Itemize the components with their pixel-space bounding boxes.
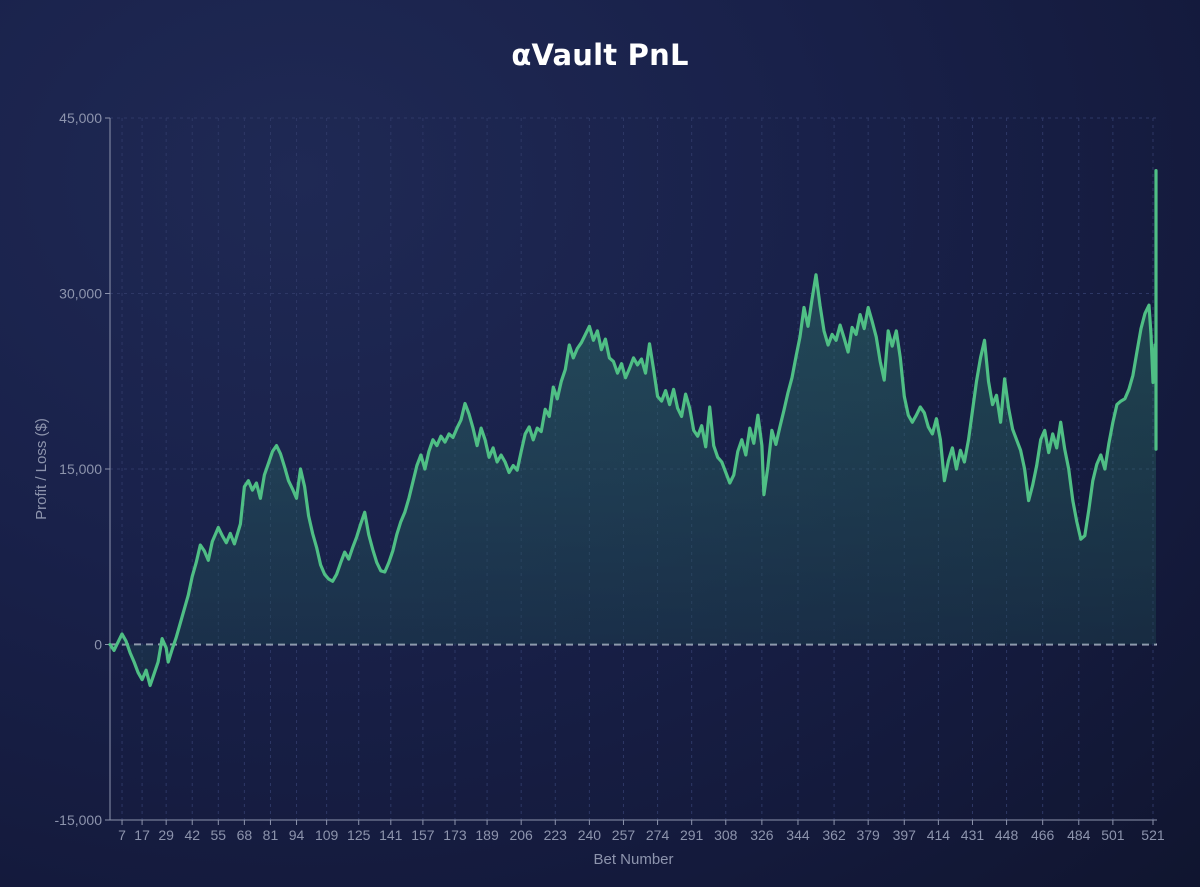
plot-area bbox=[108, 169, 1158, 688]
y-tick-label: 45,000 bbox=[59, 110, 102, 126]
x-tick-label: 448 bbox=[995, 827, 1019, 843]
y-tick-label: 0 bbox=[94, 637, 102, 653]
series-area-fill bbox=[110, 170, 1156, 686]
x-tick-label: 55 bbox=[211, 827, 227, 843]
x-tick-label: 431 bbox=[961, 827, 985, 843]
x-tick-label: 521 bbox=[1141, 827, 1165, 843]
x-tick-label: 257 bbox=[612, 827, 636, 843]
x-tick-label: 29 bbox=[158, 827, 174, 843]
x-tick-label: 223 bbox=[544, 827, 568, 843]
x-tick-label: 501 bbox=[1101, 827, 1125, 843]
x-tick-label: 141 bbox=[379, 827, 403, 843]
x-tick-label: 344 bbox=[786, 827, 810, 843]
x-tick-label: 94 bbox=[289, 827, 305, 843]
y-tick-label: 30,000 bbox=[59, 286, 102, 302]
x-tick-label: 125 bbox=[347, 827, 371, 843]
x-tick-label: 81 bbox=[263, 827, 279, 843]
x-tick-label: 109 bbox=[315, 827, 339, 843]
x-tick-label: 157 bbox=[411, 827, 435, 843]
x-tick-label: 173 bbox=[443, 827, 467, 843]
x-tick-label: 379 bbox=[856, 827, 880, 843]
y-tick-label: 15,000 bbox=[59, 461, 102, 477]
axes bbox=[105, 117, 1157, 825]
x-tick-label: 189 bbox=[475, 827, 499, 843]
x-tick-label: 326 bbox=[750, 827, 774, 843]
y-axis-title: Profit / Loss ($) bbox=[33, 418, 50, 520]
x-tick-label: 362 bbox=[822, 827, 846, 843]
x-tick-label: 274 bbox=[646, 827, 670, 843]
x-tick-label: 397 bbox=[893, 827, 917, 843]
y-tick-label: -15,000 bbox=[55, 812, 103, 828]
x-tick-label: 42 bbox=[184, 827, 200, 843]
x-tick-label: 68 bbox=[237, 827, 253, 843]
series-line bbox=[108, 169, 1158, 688]
x-tick-label: 206 bbox=[509, 827, 533, 843]
x-tick-label: 308 bbox=[714, 827, 738, 843]
x-tick-label: 414 bbox=[927, 827, 951, 843]
x-axis-title: Bet Number bbox=[593, 851, 673, 868]
x-tick-label: 291 bbox=[680, 827, 704, 843]
x-tick-label: 240 bbox=[578, 827, 602, 843]
axis-labels: 7 17 29 42 55 68 81 94 109 125 141 157 173 189 206 223 2… bbox=[33, 110, 1165, 868]
x-tick-label: 466 bbox=[1031, 827, 1055, 843]
x-tick-label: 17 bbox=[134, 827, 150, 843]
x-tick-label: 484 bbox=[1067, 827, 1091, 843]
chart-title: αVault PnL bbox=[511, 38, 689, 72]
x-tick-label: 7 bbox=[118, 827, 126, 843]
